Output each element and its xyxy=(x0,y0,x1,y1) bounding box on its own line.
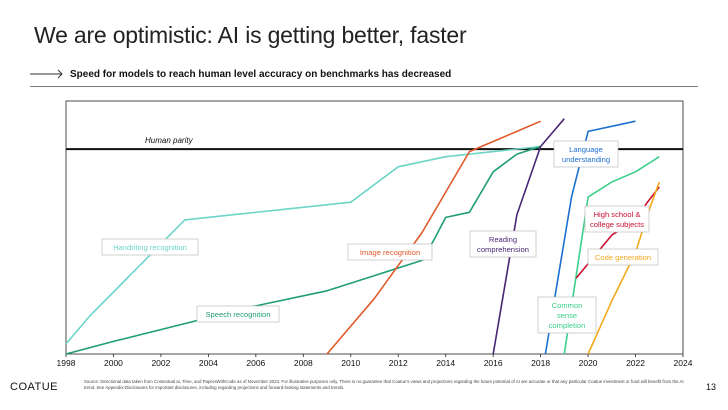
series-line xyxy=(492,118,565,355)
series-line xyxy=(326,120,541,355)
human-parity-label: Human parity xyxy=(145,136,194,145)
x-tick-label: 2016 xyxy=(484,358,503,368)
series-label: Speech recognition xyxy=(205,310,270,319)
x-tick-label: 2012 xyxy=(389,358,408,368)
series-line xyxy=(65,145,541,355)
series-label: Common sense completion xyxy=(549,301,586,330)
source-footnote: Source: Directional data taken from Cont… xyxy=(84,379,684,390)
x-tick-label: 2014 xyxy=(436,358,455,368)
series-line xyxy=(65,145,541,345)
header-divider xyxy=(30,86,698,87)
page-number: 13 xyxy=(705,382,716,392)
series-label: Image recognition xyxy=(360,248,420,257)
arrow-right-icon xyxy=(30,69,63,79)
series-label-box xyxy=(469,230,537,258)
coatue-logo: COATUE xyxy=(10,381,59,393)
x-tick-label: 2022 xyxy=(626,358,645,368)
plot-frame xyxy=(65,100,684,355)
x-tick-label: 2004 xyxy=(199,358,218,368)
series-label-box xyxy=(587,248,659,266)
series-line xyxy=(563,156,660,355)
x-tick-label: 2006 xyxy=(246,358,265,368)
series-label-box xyxy=(584,205,650,233)
subtitle-row: Speed for models to reach human level ac… xyxy=(30,66,451,82)
x-tick-label: 2010 xyxy=(341,358,360,368)
series-label: Handriting recognition xyxy=(113,243,187,252)
series-label-box xyxy=(101,238,199,256)
x-tick-label: 2008 xyxy=(294,358,313,368)
x-tick-label: 2018 xyxy=(531,358,550,368)
x-tick-label: 1998 xyxy=(57,358,76,368)
series-label: High school & college subjects xyxy=(590,210,644,229)
page-title: We are optimistic: AI is getting better,… xyxy=(34,22,467,48)
series-label-box xyxy=(537,296,597,334)
series-label-box xyxy=(553,140,619,168)
x-tick-label: 2000 xyxy=(104,358,123,368)
x-tick-label: 2020 xyxy=(579,358,598,368)
series-label: Code generation xyxy=(595,253,651,262)
x-tick-label: 2002 xyxy=(151,358,170,368)
series-label: Language understanding xyxy=(562,145,610,164)
series-label: Reading comprehension xyxy=(477,235,529,254)
chart-subtitle: Speed for models to reach human level ac… xyxy=(70,68,452,80)
series-label-box xyxy=(196,305,280,323)
x-tick-label: 2024 xyxy=(674,358,693,368)
series-label-box xyxy=(347,243,433,261)
